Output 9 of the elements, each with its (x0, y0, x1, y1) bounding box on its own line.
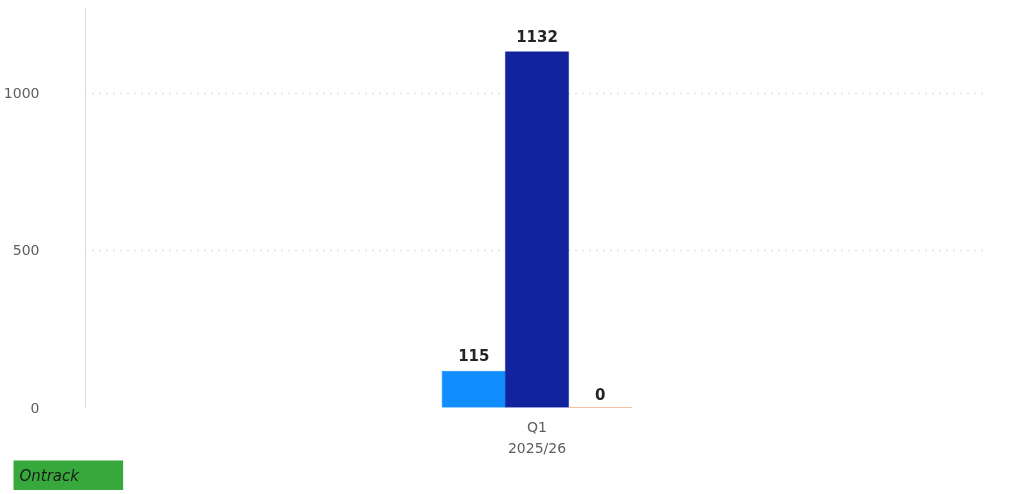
x-axis-title: 2025/26 (507, 439, 567, 456)
y-tick-label: 500 (12, 242, 40, 259)
y-tick-label: 0 (30, 399, 40, 416)
text: Ontrack (19, 466, 81, 485)
data-label: 0 (594, 385, 606, 404)
data-label: 1132 (516, 27, 558, 46)
x-tick-label: Q1 (527, 418, 547, 435)
y-tick-label: 1000 (3, 85, 40, 102)
data-label: 115 (458, 347, 490, 366)
